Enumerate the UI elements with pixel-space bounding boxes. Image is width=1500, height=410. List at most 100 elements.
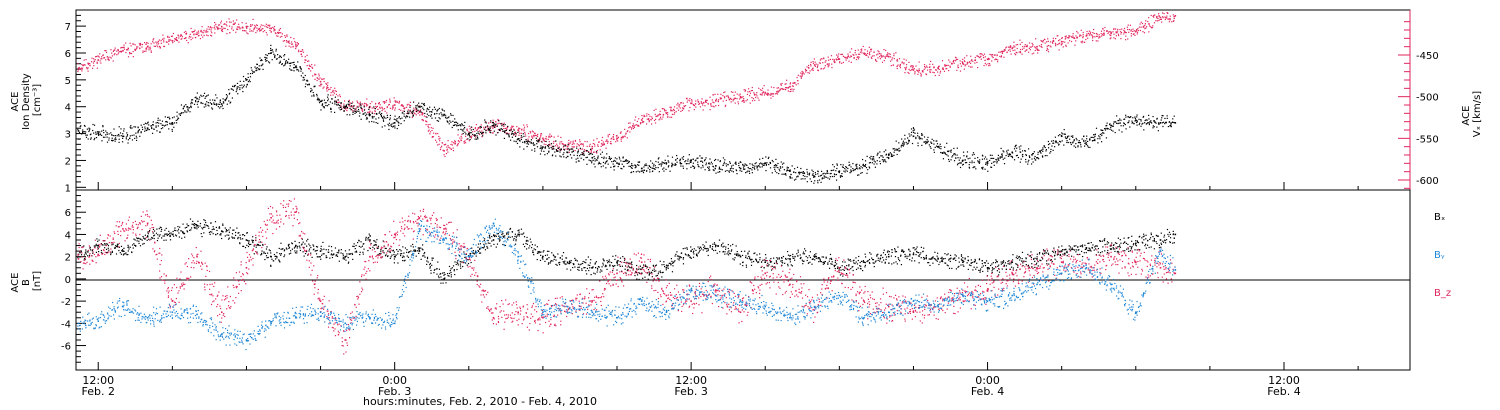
density-series-sample bbox=[516, 142, 519, 145]
vx-series-sample bbox=[483, 128, 485, 130]
vx-series-sample bbox=[209, 34, 212, 36]
density-series-sample bbox=[885, 154, 887, 156]
density-series-sample bbox=[444, 113, 446, 116]
vx-series-sample bbox=[756, 95, 758, 97]
vx-series-sample bbox=[682, 107, 684, 110]
vx-series-sample bbox=[159, 45, 161, 48]
vx-series-sample bbox=[325, 82, 327, 85]
density-series-sample bbox=[889, 152, 891, 154]
vx-series-sample bbox=[561, 141, 563, 143]
density-series-sample bbox=[806, 168, 808, 171]
vx-series-sample bbox=[1156, 15, 1158, 18]
vx-series-sample bbox=[586, 145, 588, 148]
vx-series-sample bbox=[141, 43, 144, 46]
density-series-sample bbox=[354, 110, 357, 113]
vx-series-sample bbox=[1120, 33, 1122, 35]
bx-series-sample bbox=[137, 238, 139, 240]
density-series-sample bbox=[660, 165, 662, 167]
density-series-sample bbox=[810, 180, 813, 183]
vx-series-sample bbox=[421, 119, 423, 121]
density-series-sample bbox=[305, 83, 307, 85]
density-series-sample bbox=[125, 138, 127, 140]
density-series-sample bbox=[418, 102, 420, 104]
vx-series-sample bbox=[676, 104, 678, 106]
vx-series-sample bbox=[1161, 21, 1163, 23]
vx-series-sample bbox=[885, 49, 887, 52]
density-series-sample bbox=[935, 140, 937, 142]
vx-series-sample bbox=[908, 72, 910, 75]
vx-series-sample bbox=[1042, 41, 1044, 43]
vx-series-sample bbox=[918, 61, 920, 63]
vx-series-sample bbox=[506, 132, 508, 134]
density-series-sample bbox=[157, 125, 159, 127]
vx-series-sample bbox=[457, 142, 459, 145]
vx-series-sample bbox=[391, 108, 393, 110]
vx-series-sample bbox=[514, 132, 516, 134]
density-series-sample bbox=[278, 56, 280, 59]
vx-series-sample bbox=[192, 37, 194, 39]
vx-series-sample bbox=[174, 37, 176, 40]
vx-series-sample bbox=[1081, 40, 1084, 42]
vx-series-sample bbox=[381, 107, 383, 109]
vx-series-sample bbox=[1026, 44, 1028, 46]
vx-series-sample bbox=[233, 22, 235, 24]
vx-series-sample bbox=[672, 110, 674, 112]
density-series-sample bbox=[756, 165, 758, 167]
vx-series-sample bbox=[1082, 31, 1084, 34]
density-series-sample bbox=[701, 160, 703, 162]
vx-series-sample bbox=[680, 110, 682, 113]
density-series-sample bbox=[747, 166, 749, 169]
vx-series-sample bbox=[157, 43, 160, 45]
density-series-sample bbox=[830, 172, 832, 175]
density-series-sample bbox=[93, 124, 96, 126]
density-series-sample bbox=[631, 163, 633, 165]
density-series-sample bbox=[884, 159, 886, 161]
vx-series-sample bbox=[1052, 42, 1054, 44]
vx-series-sample bbox=[122, 46, 124, 49]
density-series-point bbox=[764, 162, 767, 164]
vx-series-sample bbox=[816, 65, 819, 67]
vx-series-sample bbox=[744, 90, 746, 92]
density-series-sample bbox=[581, 154, 584, 156]
density-series-sample bbox=[176, 119, 179, 121]
density-series-sample bbox=[1152, 127, 1154, 129]
density-series-sample bbox=[215, 94, 217, 96]
density-series-sample bbox=[1025, 161, 1027, 163]
vx-series-sample bbox=[561, 143, 564, 145]
top-ylabel-line-3: [cm⁻³] bbox=[32, 84, 43, 116]
density-series-sample bbox=[304, 86, 307, 88]
bx-series-sample bbox=[85, 253, 87, 255]
vx-series-sample bbox=[570, 141, 572, 143]
density-series-sample bbox=[1051, 145, 1053, 147]
density-series-sample bbox=[1025, 158, 1027, 161]
density-series-sample bbox=[717, 171, 719, 173]
density-series-sample bbox=[962, 163, 964, 165]
density-series-sample bbox=[130, 127, 132, 129]
density-series-sample bbox=[419, 105, 421, 107]
density-series-sample bbox=[1153, 120, 1155, 122]
density-series-sample bbox=[628, 162, 630, 164]
density-series-sample bbox=[971, 160, 973, 162]
vx-series-sample bbox=[1089, 32, 1091, 35]
density-series-sample bbox=[747, 170, 749, 172]
vx-series-sample bbox=[1073, 37, 1075, 39]
vx-series-sample bbox=[1153, 16, 1155, 18]
density-series-sample bbox=[761, 163, 763, 165]
vx-series-sample bbox=[762, 91, 764, 93]
vx-series-sample bbox=[679, 102, 682, 104]
vx-series-sample bbox=[181, 38, 183, 40]
density-series-sample bbox=[919, 138, 921, 140]
vx-series-sample bbox=[311, 64, 313, 66]
vx-series-sample bbox=[1016, 52, 1018, 54]
vx-series-sample bbox=[185, 32, 188, 34]
density-series-sample bbox=[779, 170, 781, 172]
density-series-sample bbox=[520, 138, 523, 141]
bottom-left-tick-label: 6 bbox=[65, 208, 71, 219]
vx-series-sample bbox=[269, 27, 271, 29]
bx-series-sample bbox=[128, 248, 130, 250]
vx-series-sample bbox=[1017, 43, 1019, 46]
vx-series-sample bbox=[620, 132, 622, 134]
density-series-sample bbox=[913, 129, 916, 131]
vx-series-sample bbox=[363, 102, 366, 105]
density-series-sample bbox=[692, 165, 694, 168]
